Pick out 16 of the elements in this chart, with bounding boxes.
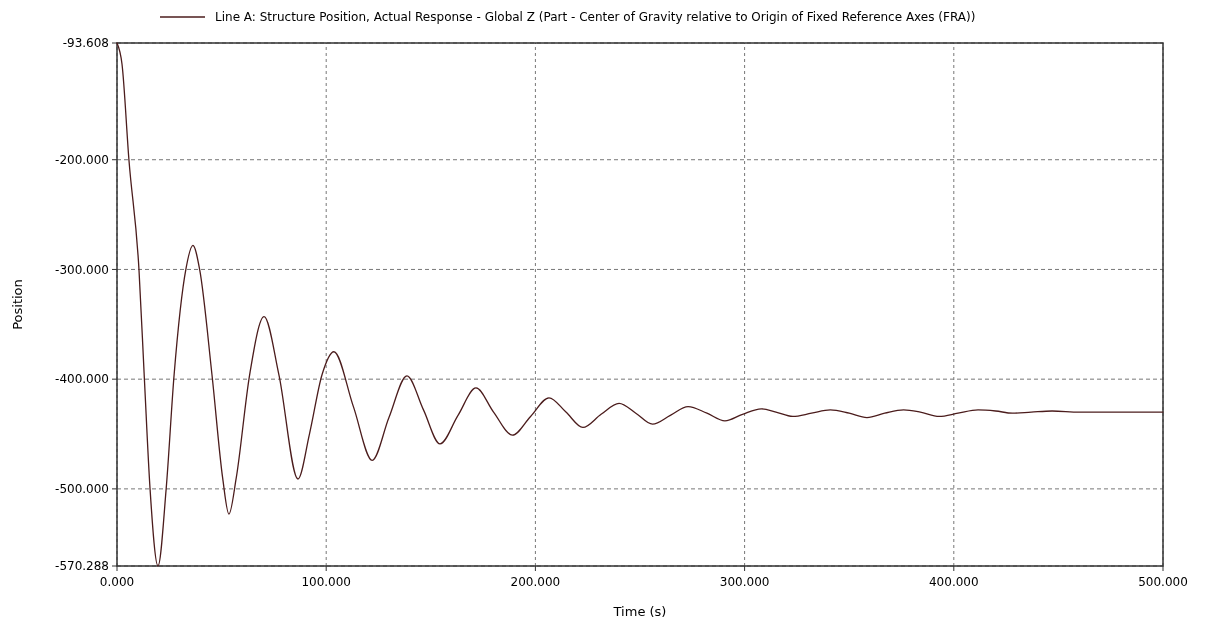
y-axis-title: Position — [10, 279, 25, 330]
y-tick-label: -300.000 — [55, 262, 109, 277]
y-tick-label: -400.000 — [55, 372, 109, 387]
y-tick-label: -200.000 — [55, 152, 109, 167]
x-tick-label: 300.000 — [719, 575, 770, 589]
legend-label: Line A: Structure Position, Actual Response - Global Z (Part - Center of Gravity relative to Origin of Fixed Reference Axes (FRA)) — [215, 10, 976, 25]
x-tick-label: 0.000 — [99, 575, 135, 589]
y-tick-label: -570.288 — [55, 559, 109, 574]
y-tick-label: -93.608 — [62, 36, 109, 51]
line-series — [116, 42, 1164, 567]
x-tick-label: 200.000 — [510, 575, 561, 589]
x-tick-label: 500.000 — [1138, 575, 1188, 589]
x-axis-title: Time (s) — [612, 604, 667, 619]
x-tick-label: 100.000 — [301, 575, 352, 589]
x-tick-label: 400.000 — [928, 575, 979, 589]
y-tick-label: -500.000 — [55, 482, 109, 497]
